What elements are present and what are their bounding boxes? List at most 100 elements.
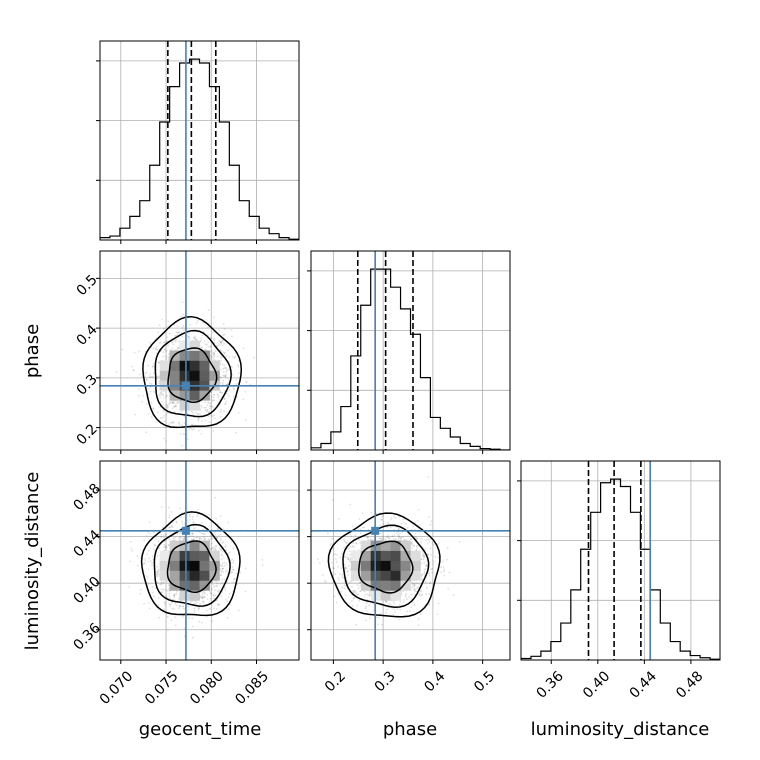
sample-point <box>181 424 184 427</box>
sample-point <box>195 601 198 604</box>
sample-point <box>218 603 220 605</box>
sample-point <box>340 552 343 555</box>
sample-point <box>432 563 434 565</box>
sample-point <box>350 535 353 537</box>
sample-point <box>174 593 176 595</box>
sample-point <box>343 540 346 542</box>
sample-point <box>157 597 160 599</box>
sample-point <box>157 540 160 543</box>
sample-point <box>218 343 221 346</box>
sample-point <box>193 607 196 610</box>
density-bin <box>189 540 200 551</box>
sample-point <box>213 393 215 396</box>
sample-point <box>152 548 155 550</box>
tick-label-x-luminosity_distance: 0.40 <box>580 668 613 701</box>
sample-point <box>345 567 348 569</box>
sample-point <box>222 323 225 325</box>
sample-point <box>165 413 168 416</box>
sample-point <box>213 607 216 610</box>
sample-point <box>222 339 225 342</box>
sample-point <box>211 587 213 590</box>
sample-point <box>226 557 229 560</box>
density-bin <box>199 550 210 561</box>
sample-point <box>347 574 350 576</box>
sample-point <box>213 394 216 396</box>
sample-point <box>407 533 410 536</box>
tick-label-x-luminosity_distance: 0.36 <box>534 668 567 701</box>
sample-point <box>349 553 351 556</box>
density-bin <box>390 570 401 581</box>
sample-point <box>191 535 194 538</box>
sample-point <box>209 404 212 407</box>
sample-point <box>222 371 225 373</box>
sample-point <box>171 607 174 610</box>
sample-point <box>214 533 217 536</box>
density-bin <box>350 570 362 581</box>
sample-point <box>163 544 166 546</box>
sample-point <box>195 600 197 603</box>
sample-point <box>364 607 367 610</box>
sample-point <box>209 346 212 348</box>
sample-point <box>351 585 353 588</box>
sample-point <box>148 376 151 379</box>
sample-point <box>215 517 218 520</box>
sample-point <box>162 394 165 397</box>
density-bin <box>189 580 200 591</box>
tick-label-y-luminosity_distance: 0.48 <box>70 481 103 514</box>
sample-point <box>152 407 155 410</box>
sample-point <box>402 518 405 521</box>
sample-point <box>158 342 161 344</box>
sample-point <box>166 406 169 409</box>
sample-point <box>332 566 334 569</box>
sample-point <box>220 571 223 574</box>
density-bin <box>410 570 421 581</box>
density-bin <box>189 550 200 561</box>
sample-point <box>144 559 147 562</box>
sample-point <box>228 395 230 397</box>
sample-point <box>427 553 430 556</box>
sample-point <box>209 591 211 593</box>
density-bin <box>390 590 401 601</box>
sample-point <box>155 368 158 371</box>
sample-point <box>223 328 226 331</box>
sample-point <box>210 391 213 394</box>
sample-point <box>410 598 413 600</box>
sample-point <box>204 349 207 351</box>
tick-label-y-luminosity_distance: 0.44 <box>70 527 103 560</box>
sample-point <box>261 564 264 567</box>
sample-point <box>393 515 396 518</box>
density-bin <box>410 560 421 571</box>
sample-point <box>150 376 153 378</box>
sample-point <box>172 421 175 423</box>
sample-point <box>225 373 227 376</box>
sample-point <box>203 340 206 342</box>
sample-point <box>221 567 224 570</box>
sample-point <box>178 422 181 425</box>
sample-point <box>352 545 355 548</box>
density-bin <box>159 570 171 581</box>
sample-point <box>230 571 233 574</box>
sample-point <box>154 587 157 589</box>
sample-point <box>219 539 222 542</box>
sample-point <box>167 405 169 407</box>
sample-point <box>178 537 181 540</box>
sample-point <box>355 592 358 595</box>
sample-point <box>233 395 236 398</box>
contour-level-0 <box>140 511 241 617</box>
sample-point <box>423 555 426 558</box>
sample-point <box>224 570 227 573</box>
sample-point <box>159 417 162 419</box>
sample-point <box>167 356 170 359</box>
sample-point <box>201 521 204 524</box>
sample-point <box>168 332 171 335</box>
sample-point <box>390 604 392 606</box>
sample-point <box>172 401 175 404</box>
sample-point <box>427 516 430 518</box>
sample-point <box>188 337 191 339</box>
panel-frame <box>310 460 511 661</box>
sample-point <box>142 395 144 397</box>
sample-point <box>143 539 146 542</box>
sample-point <box>169 401 171 404</box>
sample-point <box>261 558 264 561</box>
sample-point <box>186 334 189 337</box>
